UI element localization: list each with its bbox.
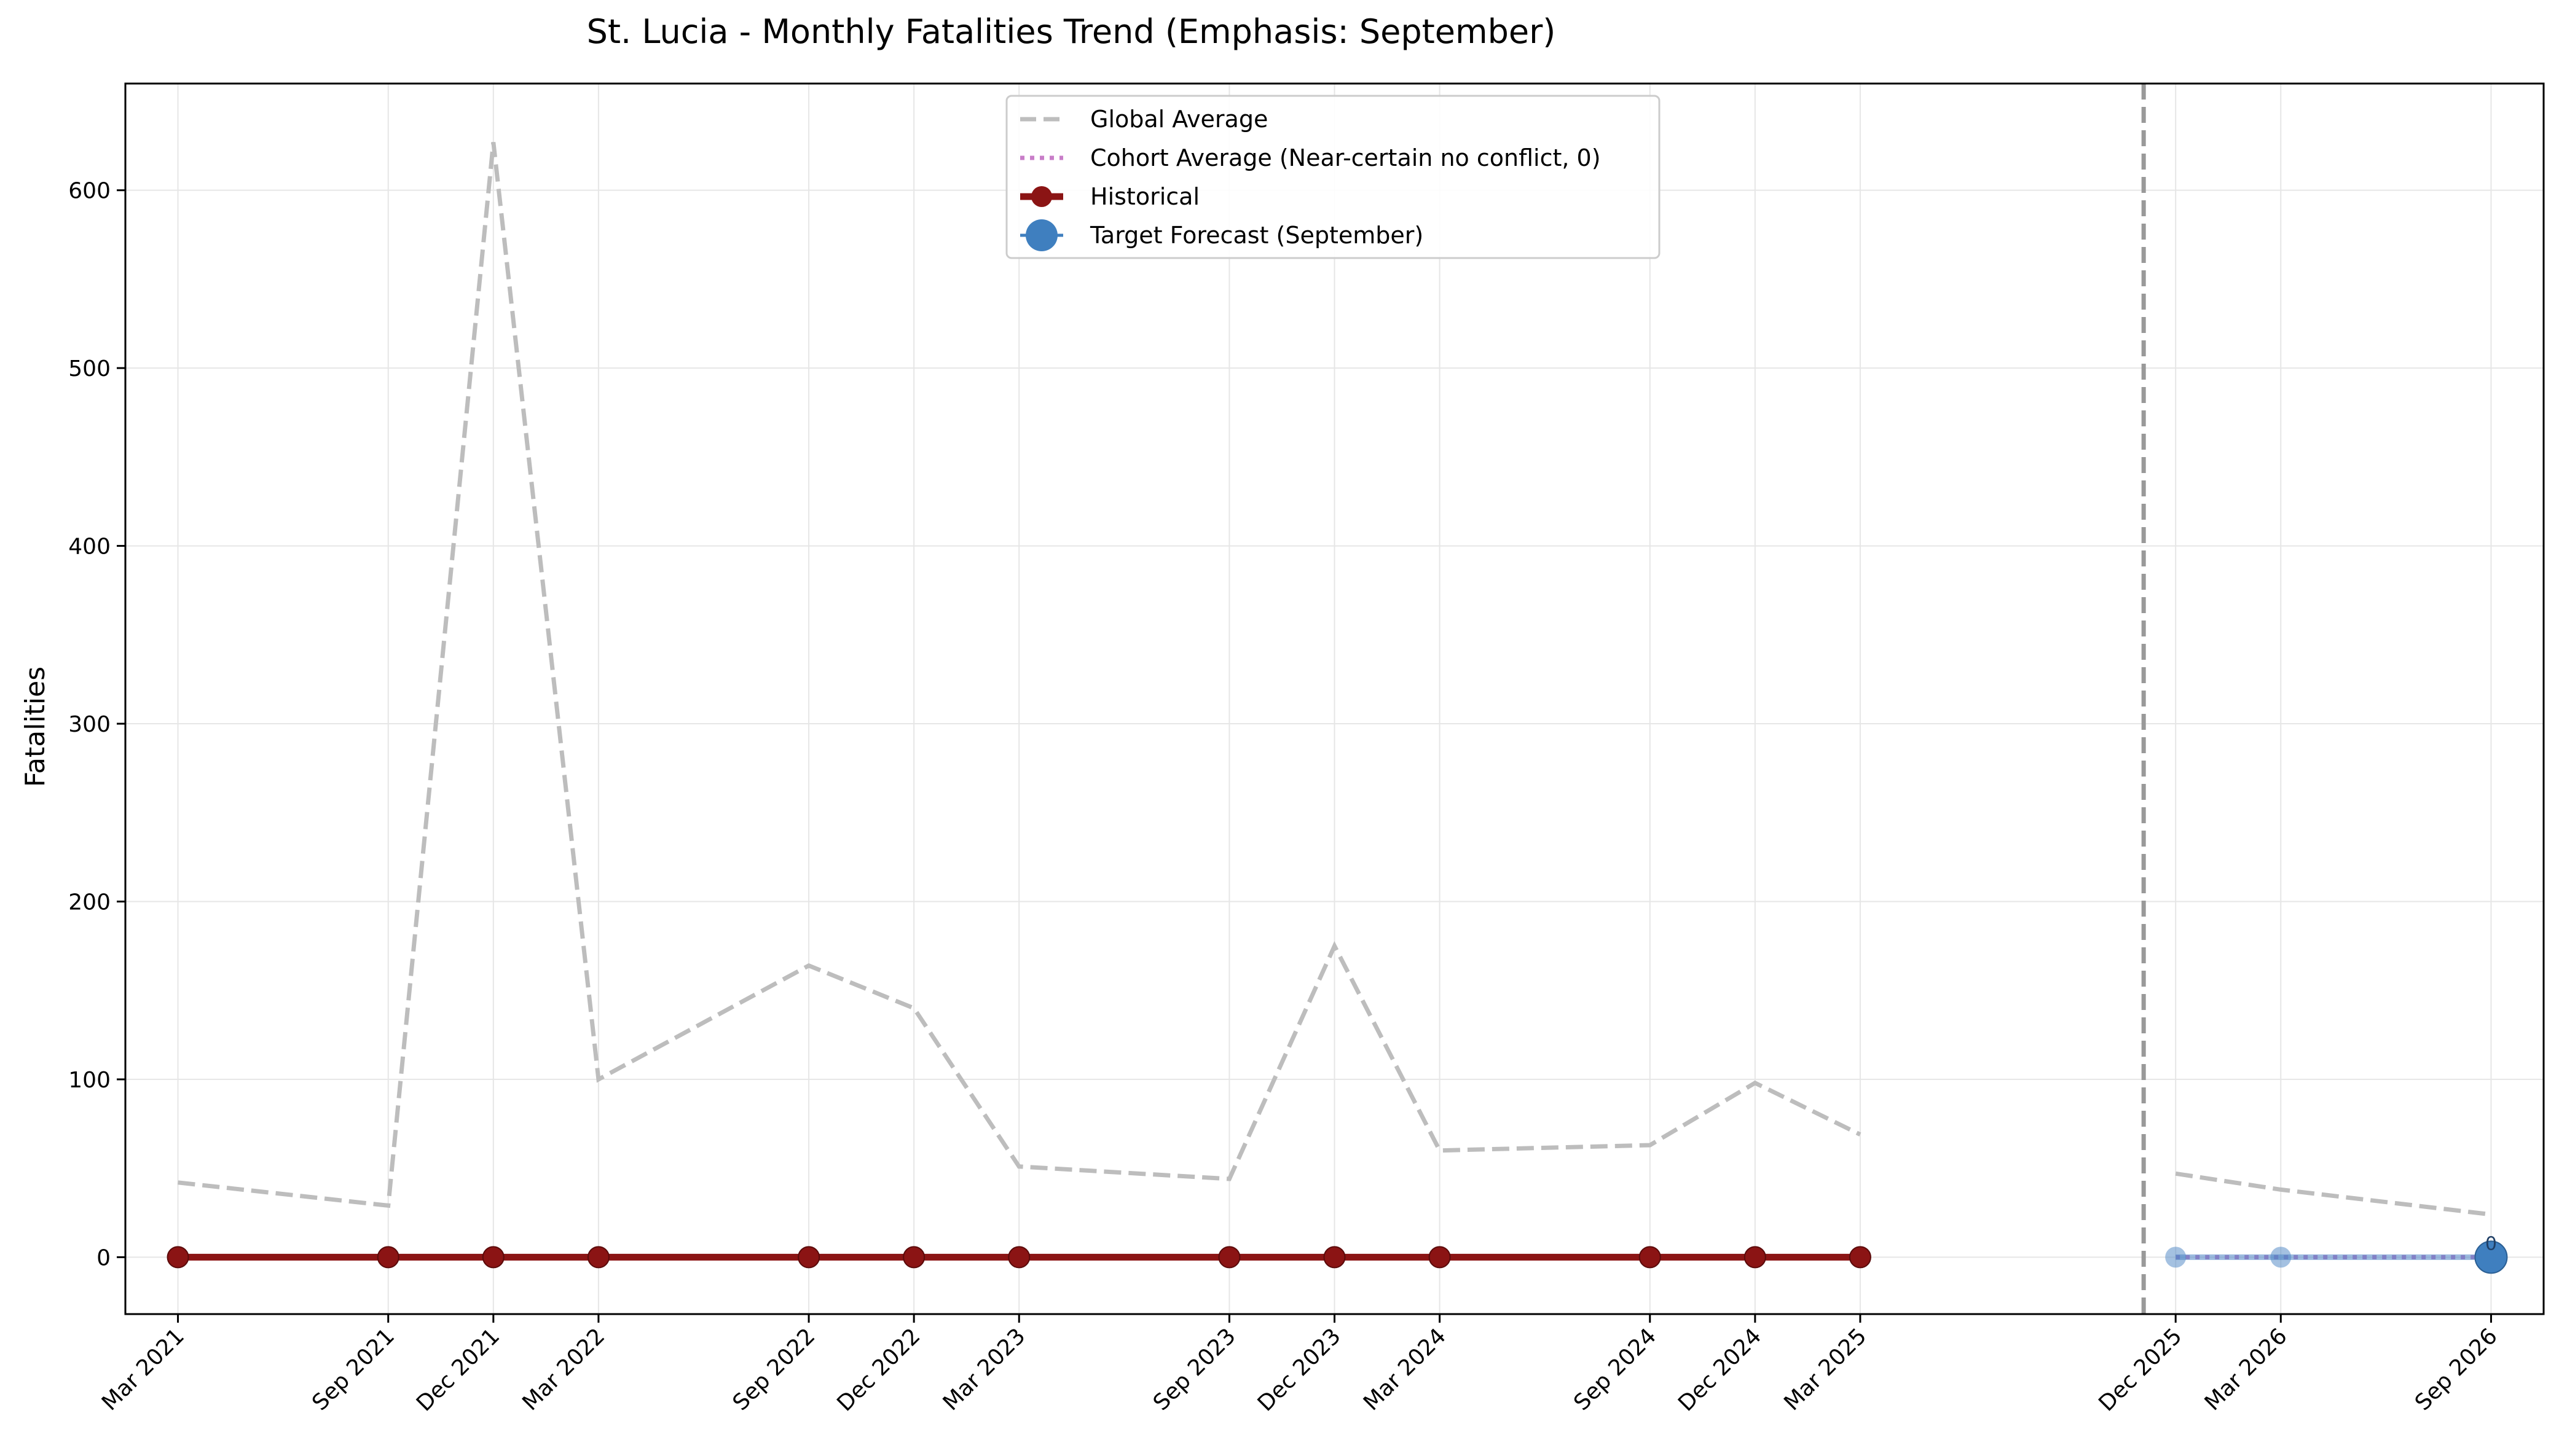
legend-label: Global Average bbox=[1090, 106, 1268, 133]
historical-point bbox=[1323, 1246, 1346, 1269]
legend-swatch-historical-marker bbox=[1031, 186, 1052, 207]
historical-point bbox=[587, 1246, 610, 1269]
target-forecast-label: 0 bbox=[2485, 1233, 2497, 1254]
historical-point bbox=[1638, 1246, 1661, 1269]
y-tick-label: 300 bbox=[68, 712, 111, 737]
global-average-line bbox=[178, 142, 1861, 1208]
historical-point bbox=[1008, 1246, 1031, 1269]
y-axis-label: Fatalities bbox=[20, 667, 51, 787]
forecast-point bbox=[2270, 1247, 2292, 1268]
historical-point bbox=[1218, 1246, 1241, 1269]
chart-title: St. Lucia - Monthly Fatalities Trend (Em… bbox=[587, 12, 1556, 51]
historical-point bbox=[167, 1246, 189, 1269]
historical-point bbox=[1428, 1246, 1451, 1269]
y-tick-label: 100 bbox=[68, 1068, 111, 1093]
historical-point bbox=[482, 1246, 505, 1269]
historical-point bbox=[903, 1246, 926, 1269]
historical-point bbox=[1849, 1246, 1871, 1269]
y-tick-label: 0 bbox=[96, 1245, 111, 1270]
y-tick-label: 500 bbox=[68, 356, 111, 382]
legend-label: Historical bbox=[1090, 183, 1200, 210]
global-average-line bbox=[2175, 1171, 2491, 1217]
gridlines bbox=[125, 84, 2544, 1314]
legend-label: Target Forecast (September) bbox=[1090, 222, 1423, 249]
target-forecast-point bbox=[2474, 1240, 2508, 1274]
y-tick-label: 200 bbox=[68, 890, 111, 915]
historical-point bbox=[377, 1246, 399, 1269]
legend-swatch-target-marker bbox=[1026, 219, 1058, 251]
legend-box bbox=[1005, 95, 1661, 259]
y-tick-label: 600 bbox=[68, 179, 111, 204]
y-tick-label: 400 bbox=[68, 534, 111, 560]
historical-point bbox=[1743, 1246, 1766, 1269]
legend: Global Average Cohort Average (Near-certa… bbox=[1005, 95, 1661, 259]
series-layer: 0 bbox=[167, 84, 2508, 1314]
legend-label: Cohort Average (Near-certain no conflict… bbox=[1090, 144, 1601, 171]
forecast-point bbox=[2165, 1247, 2187, 1268]
historical-point bbox=[798, 1246, 820, 1269]
